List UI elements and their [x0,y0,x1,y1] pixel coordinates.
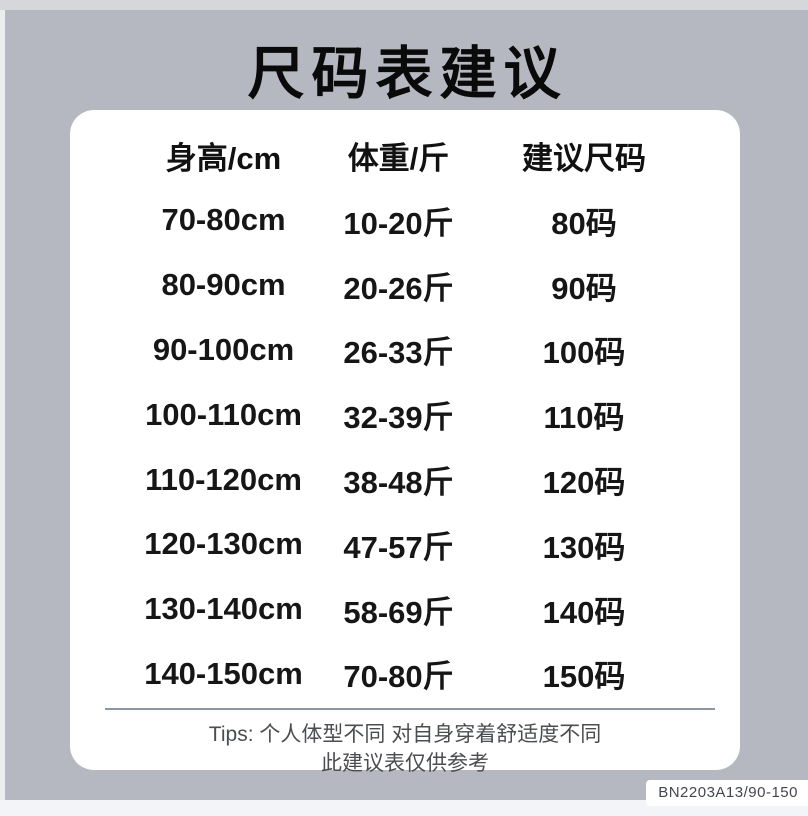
table-row: 80-90cm 20-26斤 90码 [70,253,740,318]
weight-range-cell: 10-20斤 [343,205,454,241]
height-range-cell: 90-100cm [152,331,295,367]
weight-range-cell: 26-33斤 [343,335,454,371]
table-row: 140-150cm 70-80斤 150码 [70,642,740,707]
size-cell: 110码 [543,400,625,436]
tips-text: Tips: 个人体型不同 对自身穿着舒适度不同 此建议表仅供参考 [70,721,740,778]
weight-range-cell: 20-26斤 [343,270,454,306]
table-row: 100-110cm 32-39斤 110码 [70,382,740,447]
table-row: 120-130cm 47-57斤 130码 [70,512,740,577]
size-cell: 120码 [542,465,626,501]
table-header-row: 身高/cm 体重/斤 建议尺码 [70,122,740,188]
column-header-weight: 体重/斤 [347,140,450,176]
weight-range-cell: 32-39斤 [343,400,454,436]
photo-edge-left [0,10,5,800]
size-cell: 130码 [542,529,626,565]
height-range-cell: 120-130cm [144,526,303,562]
weight-range-cell: 38-48斤 [343,465,454,501]
size-cell: 140码 [542,594,626,630]
tips-line-1: Tips: 个人体型不同 对自身穿着舒适度不同 [208,723,602,747]
weight-range-cell: 47-57斤 [343,529,454,565]
height-range-cell: 70-80cm [161,202,286,238]
table-row: 70-80cm 10-20斤 80码 [70,188,740,253]
height-range-cell: 140-150cm [144,655,303,691]
page-title: 尺码表建议 [247,42,568,106]
height-range-cell: 100-110cm [145,396,302,432]
tips-divider [105,708,715,711]
weight-range-cell: 70-80斤 [343,659,454,695]
weight-range-cell: 58-69斤 [343,594,454,630]
table-row: 110-120cm 38-48斤 120码 [70,447,740,512]
size-chart-card: 身高/cm 体重/斤 建议尺码 70-80cm 10-20斤 80码 80-90… [70,110,740,775]
table-row: 90-100cm 26-33斤 100码 [70,318,740,383]
column-header-size: 建议尺码 [522,140,646,176]
column-header-height: 身高/cm [165,140,282,176]
photo-edge-top [0,0,808,10]
photo-edge-bottom [0,800,808,816]
size-cell: 80码 [551,205,617,241]
size-cell: 100码 [542,335,626,371]
height-range-cell: 80-90cm [161,267,286,303]
size-table: 身高/cm 体重/斤 建议尺码 70-80cm 10-20斤 80码 80-90… [70,110,740,706]
height-range-cell: 130-140cm [144,591,303,627]
product-code-badge: BN2203A13/90-150 [646,780,808,806]
table-row: 130-140cm 58-69斤 140码 [70,577,740,642]
tips-line-2: 此建议表仅供参考 [321,751,489,775]
size-cell: 90码 [551,270,617,306]
size-cell: 150码 [542,659,626,695]
height-range-cell: 110-120cm [145,461,302,497]
